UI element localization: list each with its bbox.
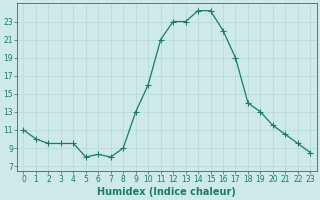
X-axis label: Humidex (Indice chaleur): Humidex (Indice chaleur) bbox=[98, 187, 236, 197]
